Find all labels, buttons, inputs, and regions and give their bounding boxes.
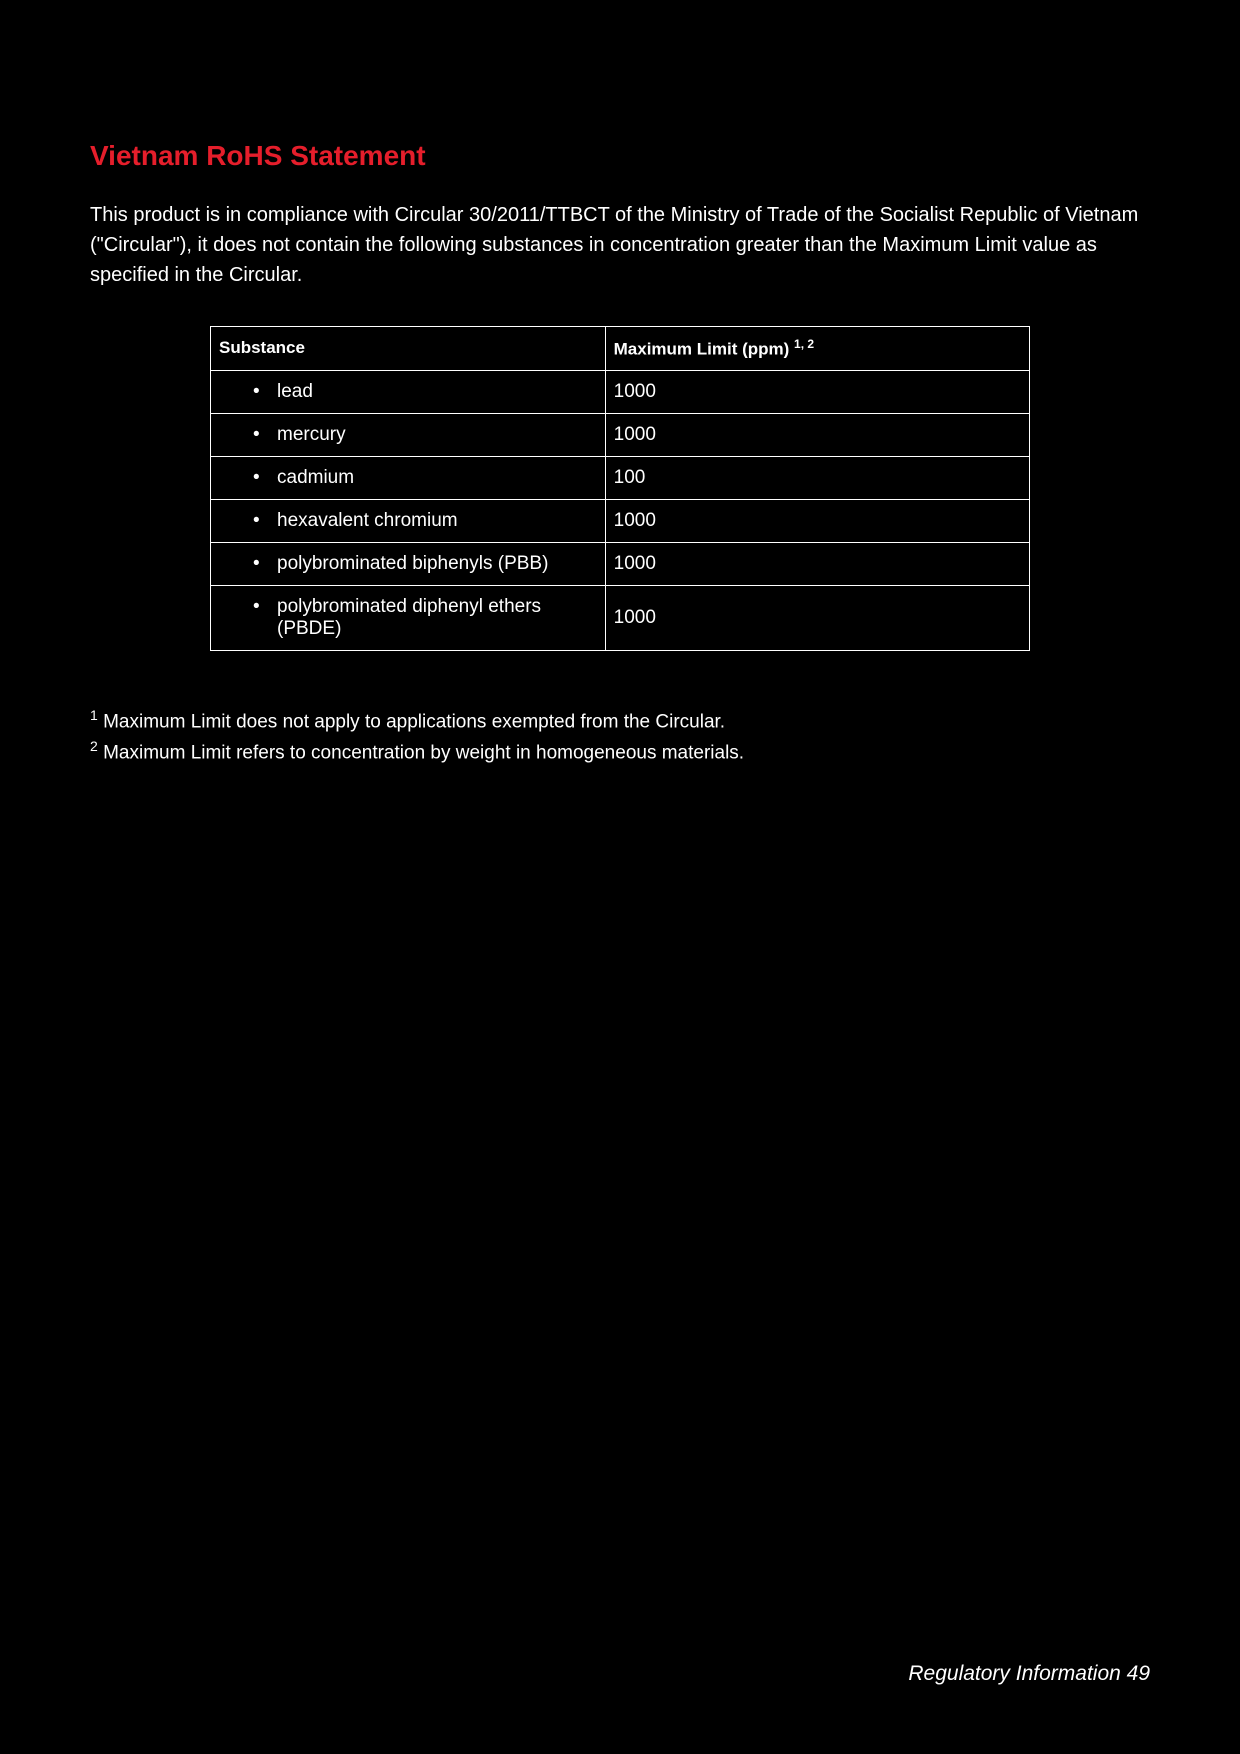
substance-name: polybrominated diphenyl ethers (PBDE) <box>277 596 597 640</box>
limit-cell: 1000 <box>605 413 1029 456</box>
footnote-2-text: Maximum Limit refers to concentration by… <box>98 742 744 763</box>
table-row: •mercury1000 <box>211 413 1030 456</box>
substances-table: Substance Maximum Limit (ppm) 1, 2 •lead… <box>210 326 1030 651</box>
table-row: •polybrominated diphenyl ethers (PBDE)10… <box>211 585 1030 650</box>
limit-cell: 1000 <box>605 499 1029 542</box>
header-limit-text: Maximum Limit (ppm) <box>614 340 794 359</box>
bullet-icon: • <box>253 424 277 446</box>
page-title: Vietnam RoHS Statement <box>90 140 1150 172</box>
footnote-2: 2 Maximum Limit refers to concentration … <box>90 736 1150 767</box>
header-substance: Substance <box>211 327 606 371</box>
footnotes: 1 Maximum Limit does not apply to applic… <box>90 705 1150 767</box>
footnote-1: 1 Maximum Limit does not apply to applic… <box>90 705 1150 736</box>
footnote-2-sup: 2 <box>90 738 98 754</box>
limit-cell: 1000 <box>605 542 1029 585</box>
page-footer: Regulatory Information 49 <box>908 1662 1150 1686</box>
header-limit: Maximum Limit (ppm) 1, 2 <box>605 327 1029 371</box>
substance-name: mercury <box>277 424 346 446</box>
bullet-icon: • <box>253 553 277 575</box>
limit-cell: 1000 <box>605 585 1029 650</box>
table-row: •hexavalent chromium1000 <box>211 499 1030 542</box>
table-row: •cadmium100 <box>211 456 1030 499</box>
bullet-icon: • <box>253 467 277 489</box>
substance-cell: •polybrominated biphenyls (PBB) <box>211 542 606 585</box>
substance-name: hexavalent chromium <box>277 510 458 532</box>
header-limit-sup: 1, 2 <box>794 337 814 351</box>
substance-name: lead <box>277 381 313 403</box>
substance-cell: •cadmium <box>211 456 606 499</box>
substance-cell: •hexavalent chromium <box>211 499 606 542</box>
bullet-icon: • <box>253 596 277 618</box>
substance-name: polybrominated biphenyls (PBB) <box>277 553 548 575</box>
substance-cell: •polybrominated diphenyl ethers (PBDE) <box>211 585 606 650</box>
intro-paragraph: This product is in compliance with Circu… <box>90 200 1150 290</box>
footer-page-number: 49 <box>1127 1662 1150 1685</box>
footnote-1-sup: 1 <box>90 707 98 723</box>
substance-cell: •mercury <box>211 413 606 456</box>
limit-cell: 1000 <box>605 370 1029 413</box>
footnote-1-text: Maximum Limit does not apply to applicat… <box>98 711 725 732</box>
table-body: •lead1000•mercury1000•cadmium100•hexaval… <box>211 370 1030 650</box>
substance-cell: •lead <box>211 370 606 413</box>
table-header-row: Substance Maximum Limit (ppm) 1, 2 <box>211 327 1030 371</box>
substance-name: cadmium <box>277 467 354 489</box>
table-row: •polybrominated biphenyls (PBB)1000 <box>211 542 1030 585</box>
limit-cell: 100 <box>605 456 1029 499</box>
footer-label: Regulatory Information <box>908 1662 1126 1685</box>
table-row: •lead1000 <box>211 370 1030 413</box>
bullet-icon: • <box>253 510 277 532</box>
bullet-icon: • <box>253 381 277 403</box>
